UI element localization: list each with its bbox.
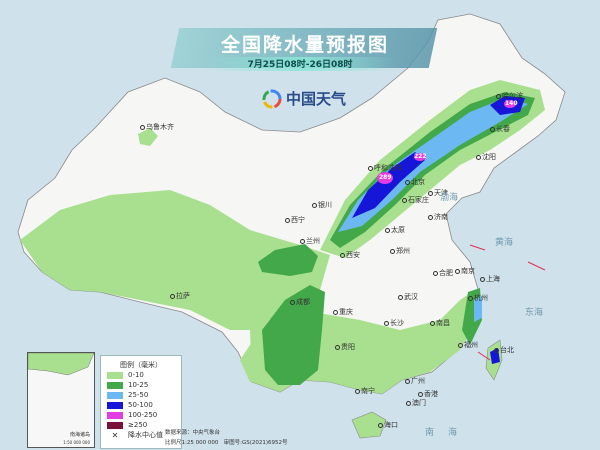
legend-item: ≥250 (107, 420, 181, 430)
city-label: 杭州 (468, 293, 488, 303)
city-label: 台北 (494, 345, 514, 355)
city-label: 南昌 (430, 318, 450, 328)
map-title: 全国降水量预报图 (220, 34, 389, 56)
rain-center-value: 222 (414, 153, 427, 160)
legend: 图例（毫米） 0-10 10-25 25-50 50-100 100-250 ≥… (100, 355, 182, 449)
subtitle-bar (205, 57, 395, 71)
city-label: 西宁 (285, 215, 305, 225)
city-label: 银川 (312, 200, 332, 210)
city-label: 济南 (428, 212, 448, 222)
sea-label: 黄海 (495, 238, 514, 248)
logo-text: 中国天气 (286, 90, 347, 108)
city-label: 广州 (405, 376, 425, 386)
inset-scale: 1:50 000 000 (63, 440, 90, 445)
city-label: 南宁 (355, 386, 375, 396)
rain-center-value: 140 (505, 100, 518, 107)
city-label: 哈尔滨 (496, 91, 523, 101)
city-label: 武汉 (398, 292, 418, 302)
city-label: 呼和浩特 (368, 163, 402, 173)
sea-label: 南海 (425, 428, 472, 438)
rain-zone-100-250-inner-mongolia (377, 172, 393, 184)
city-label: 太原 (385, 225, 405, 235)
city-label: 拉萨 (170, 291, 190, 301)
map-scale: 比例尺1:25 000 000 (165, 440, 219, 446)
city-label: 海口 (378, 420, 398, 430)
credits: 数据来源：中央气象台 比例尺1:25 000 000 审图号:GS(2021)6… (165, 428, 288, 448)
city-label: 合肥 (433, 268, 453, 278)
rain-zone-50-100-northeast (352, 152, 425, 218)
map-subtitle: 7月25日08时-26日08时 (247, 60, 353, 70)
rain-center-value: 289 (379, 174, 392, 181)
city-label: 南京 (455, 266, 475, 276)
city-label: 石家庄 (402, 195, 429, 205)
city-label: 长春 (490, 124, 510, 134)
city-label: 乌鲁木齐 (140, 122, 174, 132)
legend-title: 图例（毫米） (120, 361, 162, 369)
city-label: 澳门 (406, 398, 426, 408)
city-label: 天津 (428, 188, 448, 198)
rain-zone-25-50-northeast (338, 98, 528, 232)
city-label: 重庆 (333, 307, 353, 317)
typhoon-wind-barb (469, 244, 546, 361)
city-label: 兰州 (300, 236, 320, 246)
city-label: 沈阳 (476, 152, 496, 162)
inset-label: 南海诸岛 (69, 432, 90, 438)
city-label: 北京 (405, 177, 425, 187)
city-label: 西安 (340, 250, 360, 260)
city-label: 郑州 (390, 246, 410, 256)
map-approval-number: 审图号:GS(2021)6952号 (223, 440, 288, 446)
rain-zone-10-25-gansu (258, 244, 318, 276)
city-label: 成都 (290, 297, 310, 307)
sea-label: 渤海 (440, 193, 459, 203)
rain-zone-100-250-heilongjiang (504, 100, 516, 108)
china-weather-swirl-logo-icon (262, 89, 282, 108)
logo: 中国天气 (262, 88, 346, 109)
inset-map (28, 353, 94, 376)
sea-label: 东海 (525, 308, 544, 318)
city-label: 上海 (480, 274, 500, 284)
rain-zone-100-250-hebei (414, 153, 426, 161)
city-label: 福州 (458, 340, 478, 350)
rain-zone-0-10-xinjiang (138, 128, 158, 146)
data-source: 数据来源：中央气象台 (165, 430, 221, 436)
legend-item: 10-25 (107, 380, 181, 390)
city-label: 长沙 (384, 318, 404, 328)
legend-item: 50-100 (107, 400, 181, 410)
city-label: 贵阳 (335, 342, 355, 352)
cross-marker-icon: ✕ (111, 430, 119, 440)
legend-item: 0-10 (107, 370, 181, 380)
south-china-sea-inset: 南海诸岛 1:50 000 000 (27, 352, 95, 448)
legend-item: 100-250 (107, 410, 181, 420)
rain-zone-10-25-southwest (262, 285, 325, 385)
legend-item: 25-50 (107, 390, 181, 400)
legend-item-center: ✕ 降水中心值 (107, 430, 181, 440)
city-label: 香港 (418, 389, 438, 399)
